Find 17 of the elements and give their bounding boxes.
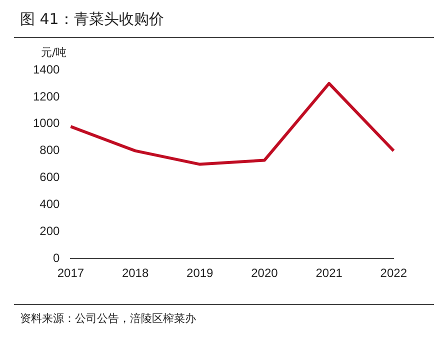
x-tick-label: 2017 — [57, 266, 84, 280]
y-tick-label: 800 — [40, 143, 60, 158]
chart-title: 图 41：青菜头收购价 — [20, 10, 164, 29]
y-axis-title: 元/吨 — [40, 46, 67, 59]
y-tick-label: 1200 — [32, 89, 60, 104]
y-tick-label: 0 — [53, 250, 60, 265]
y-tick-label: 1400 — [32, 62, 60, 76]
y-tick-label: 400 — [40, 197, 60, 212]
x-tick-label: 2019 — [186, 266, 214, 280]
text: 资料来源：公司公告，涪陵区榨菜办 — [20, 311, 196, 326]
y-tick-label: 600 — [40, 170, 60, 184]
x-tick-label: 2020 — [251, 266, 278, 280]
y-tick-label: 1000 — [32, 116, 60, 130]
x-tick-label: 2021 — [316, 266, 343, 280]
x-tick-label: 2022 — [380, 266, 408, 280]
x-tick-label: 2018 — [122, 266, 149, 280]
y-tick-label: 200 — [40, 224, 60, 238]
